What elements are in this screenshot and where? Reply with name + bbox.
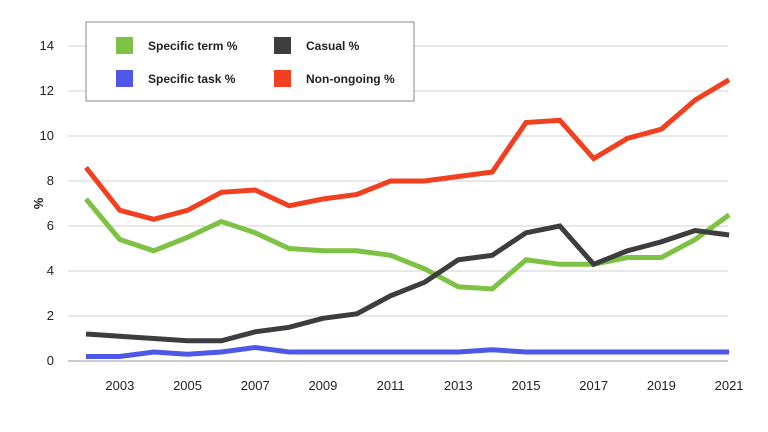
legend-label: Non-ongoing % xyxy=(306,72,395,86)
y-tick-label: 2 xyxy=(47,308,54,323)
series-line-non-ongoing xyxy=(84,77,731,222)
y-tick-label: 12 xyxy=(40,83,54,98)
x-tick-label: 2021 xyxy=(715,378,744,393)
legend-box xyxy=(85,21,415,102)
x-tick-label: 2017 xyxy=(579,378,608,393)
y-tick-label: 6 xyxy=(47,218,54,233)
series-line-specific-task xyxy=(86,344,730,359)
series-line-casual xyxy=(85,223,730,344)
y-tick-label: 14 xyxy=(40,38,54,53)
x-axis-ticks: 2003 2005 2007 2009 2011 2013 2015 2017 2019 2021 xyxy=(105,378,743,393)
x-tick-label: 2007 xyxy=(241,378,270,393)
series-lines xyxy=(84,77,731,359)
x-tick-label: 2009 xyxy=(308,378,337,393)
legend-label: Specific task % xyxy=(148,72,236,86)
x-tick-label: 2015 xyxy=(512,378,541,393)
x-tick-label: 2013 xyxy=(444,378,473,393)
legend-swatch xyxy=(116,37,133,54)
legend-swatch xyxy=(274,37,291,54)
y-tick-label: 8 xyxy=(47,173,54,188)
series-line-specific-term xyxy=(84,197,731,292)
x-tick-label: 2011 xyxy=(377,378,405,393)
y-axis-ticks: 0 2 4 6 8 10 12 14 xyxy=(40,38,54,368)
y-axis-label: % xyxy=(31,197,46,209)
legend: Specific term % Casual % Specific task % No… xyxy=(85,21,415,102)
x-tick-label: 2005 xyxy=(173,378,202,393)
legend-swatch xyxy=(116,70,133,87)
legend-label: Casual % xyxy=(306,39,360,53)
legend-swatch xyxy=(274,70,291,87)
legend-label: Specific term % xyxy=(148,39,238,53)
y-tick-label: 10 xyxy=(40,128,54,143)
x-tick-label: 2019 xyxy=(647,378,676,393)
y-tick-label: 4 xyxy=(47,263,54,278)
x-tick-label: 2003 xyxy=(105,378,134,393)
y-tick-label: 0 xyxy=(47,353,54,368)
